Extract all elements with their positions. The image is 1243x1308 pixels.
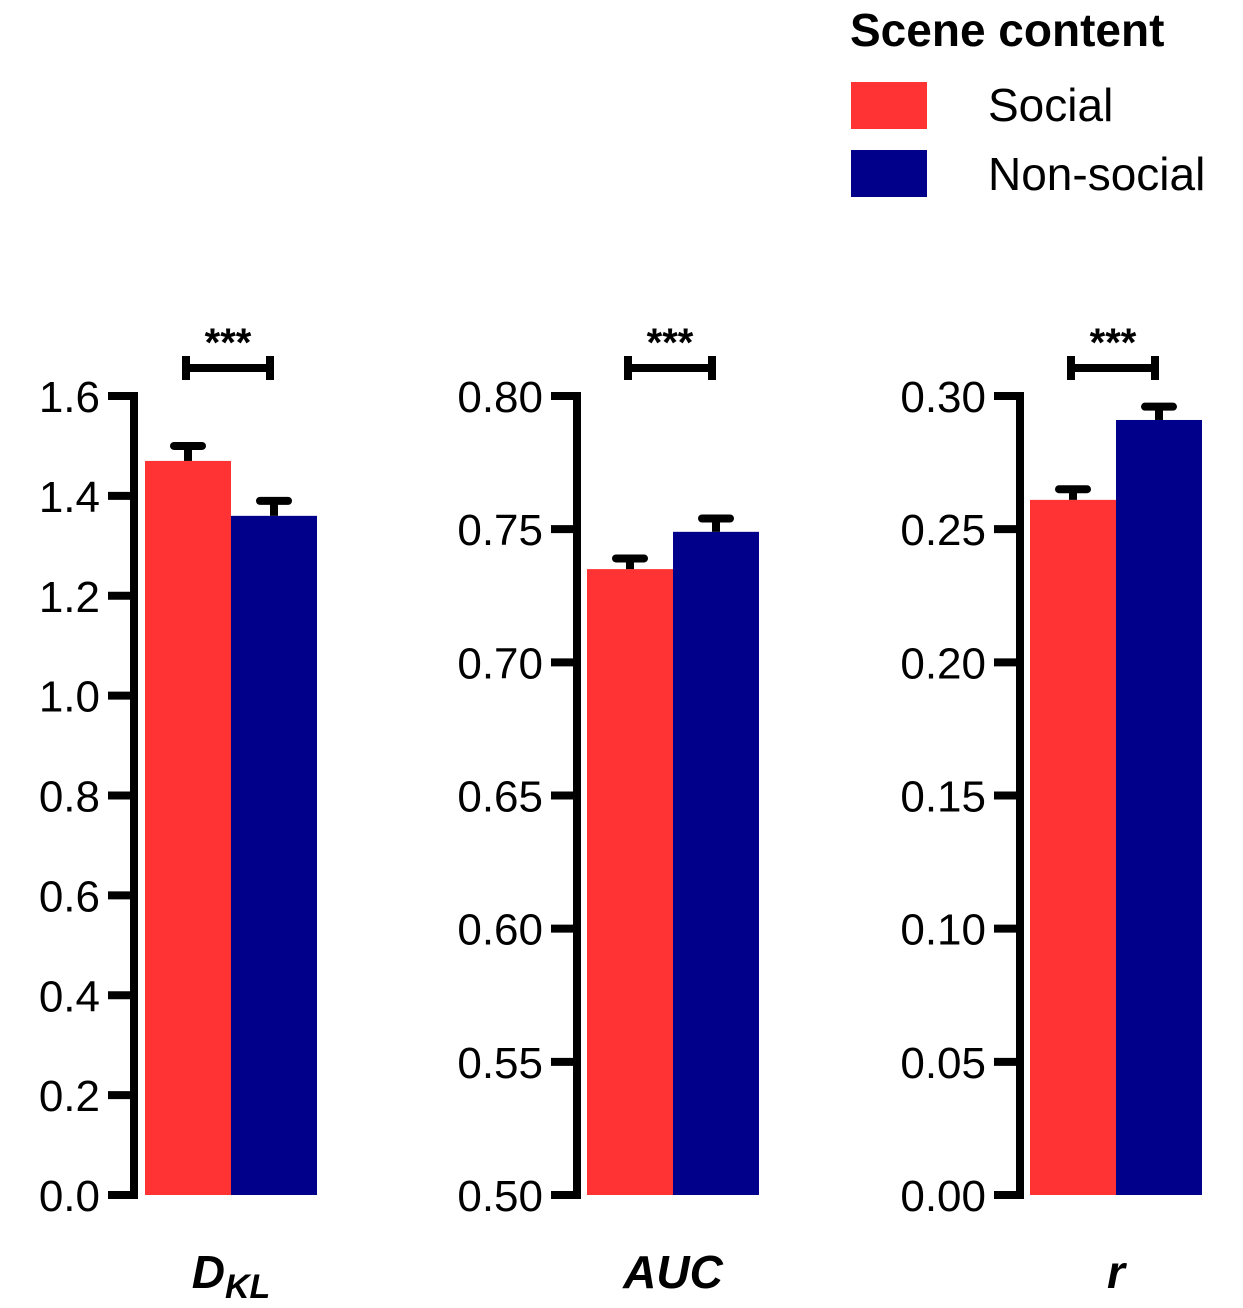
y-tick-label: 0.75: [457, 506, 543, 555]
y-tick-label: 1.6: [39, 373, 100, 422]
y-tick-label: 0.50: [457, 1172, 543, 1221]
y-tick-label: 0.10: [900, 906, 986, 955]
legend-title: Scene content: [850, 4, 1164, 56]
bar-social: [145, 460, 231, 1195]
significance-label: ***: [205, 321, 252, 365]
y-tick-label: 1.4: [39, 473, 100, 522]
y-tick-label: 0.25: [900, 506, 986, 555]
y-tick-label: 0.2: [39, 1072, 100, 1121]
panel-2: 0.50 0.55 0.60 0.65 0.70 0.75 0.80 *** AUC: [457, 321, 759, 1298]
x-axis-label-subscript: KL: [225, 1268, 270, 1306]
y-tick-label: 0.4: [39, 972, 100, 1021]
legend-label-non-social: Non-social: [988, 148, 1205, 200]
y-tick-label: 0.20: [900, 639, 986, 688]
y-tick-label: 1.0: [39, 673, 100, 722]
significance-label: ***: [1090, 321, 1137, 365]
chart-panels: 0.00.20.40.60.81.01.21.41.6***DKL0.500.5…: [39, 321, 1202, 1306]
panel-3: 0.00 0.05 0.10 0.15 0.20 0.25 0.30 *** r: [900, 321, 1202, 1298]
y-tick-label: 0.55: [457, 1039, 543, 1088]
y-tick-label: 0.05: [900, 1039, 986, 1088]
significance-label: ***: [647, 321, 694, 365]
legend-swatch-non-social: [851, 150, 927, 197]
y-tick-label: 0.80: [457, 373, 543, 422]
x-axis-label: DKL: [192, 1246, 271, 1306]
y-tick-label: 0.8: [39, 773, 100, 822]
x-axis-label: r: [1107, 1246, 1127, 1298]
y-tick-label: 0.6: [39, 872, 100, 921]
bar-non-social: [231, 515, 317, 1195]
y-tick-label: 1.2: [39, 573, 100, 622]
y-tick-label: 0.65: [457, 773, 543, 822]
legend-label-social: Social: [988, 79, 1113, 131]
y-tick-label: 0.60: [457, 906, 543, 955]
bar-non-social: [673, 531, 759, 1195]
y-tick-label: 0.30: [900, 373, 986, 422]
bar-non-social: [1116, 419, 1202, 1196]
y-tick-label: 0.00: [900, 1172, 986, 1221]
bar-social: [587, 569, 673, 1195]
legend: Scene content Social Non-social: [850, 4, 1205, 200]
y-tick-label: 0.70: [457, 639, 543, 688]
bar-social: [1030, 499, 1116, 1195]
y-tick-label: 0.15: [900, 773, 986, 822]
panel-1: 0.0 0.2 0.4 0.6 0.8 1.0 1.2 1.4 1.6 *** DKL: [39, 321, 317, 1306]
y-tick-label: 0.0: [39, 1172, 100, 1221]
legend-swatch-social: [851, 82, 927, 129]
x-axis-label: AUC: [622, 1246, 723, 1298]
